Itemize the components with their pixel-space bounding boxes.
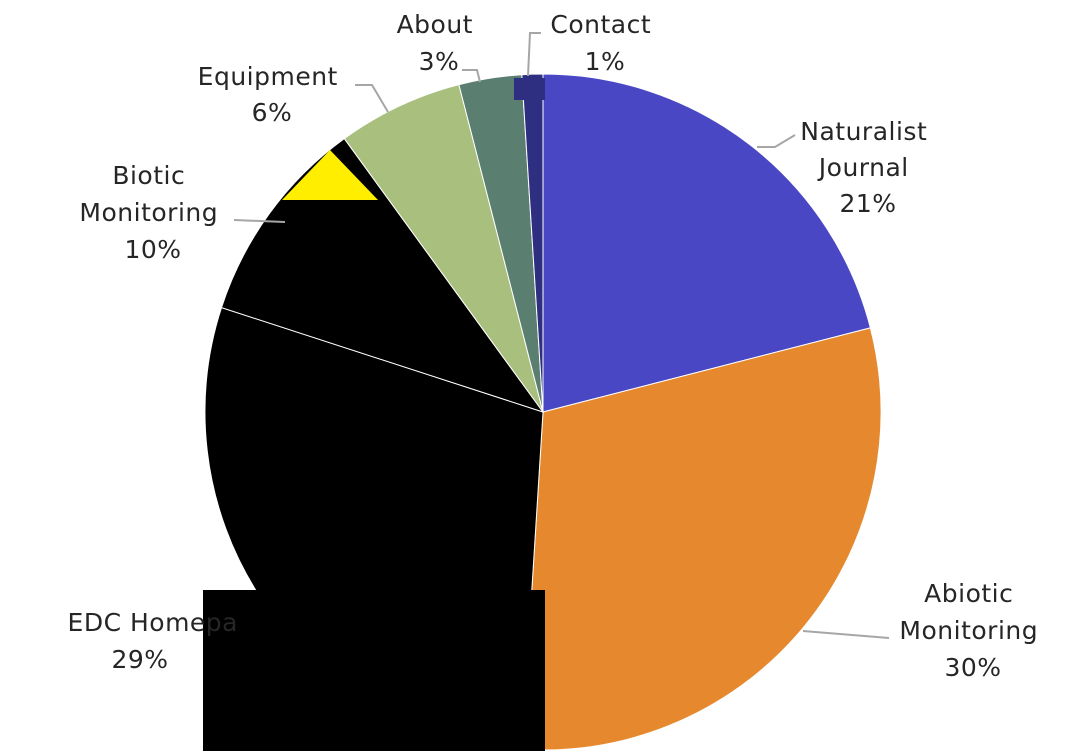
label-naturalist-journal-line2: Journal <box>817 153 909 182</box>
leader-about <box>462 69 481 83</box>
label-edc-homepage-line1: EDC Homepa <box>68 608 238 637</box>
label-contact-line1: Contact <box>550 10 651 39</box>
label-abiotic-monitoring-pct: 30% <box>944 653 1001 682</box>
label-biotic-monitoring-line2: Monitoring <box>79 198 218 227</box>
label-equipment: Equipment 6% <box>198 62 347 127</box>
label-about-line1: About <box>397 10 473 39</box>
label-contact-pct: 1% <box>585 47 626 76</box>
contact-strip <box>514 78 545 100</box>
label-about-pct: 3% <box>419 47 460 76</box>
label-contact: Contact 1% <box>550 10 659 76</box>
label-naturalist-journal: Naturalist Journal 21% <box>800 117 935 218</box>
leader-equipment <box>355 84 389 113</box>
leader-abiotic-monitoring <box>802 630 890 639</box>
label-biotic-monitoring-line1: Biotic <box>112 161 185 190</box>
pie-slices <box>204 73 882 751</box>
pie-accents <box>203 78 545 751</box>
label-edc-homepage-pct: 29% <box>111 645 168 674</box>
label-biotic-monitoring: Biotic Monitoring 10% <box>79 161 226 264</box>
label-naturalist-journal-line1: Naturalist <box>800 117 927 146</box>
pie-slice-biotic-monitoring <box>220 137 545 413</box>
biotic-highlight <box>282 150 378 200</box>
label-naturalist-journal-pct: 21% <box>839 189 896 218</box>
label-abiotic-monitoring-line1: Abiotic <box>924 579 1013 608</box>
leader-naturalist-journal <box>757 134 796 148</box>
label-equipment-pct: 6% <box>252 98 293 127</box>
leader-contact <box>527 32 541 77</box>
label-edc-homepage: EDC Homepa 29% <box>68 608 247 674</box>
pie-slice-abiotic-monitoring <box>521 327 882 751</box>
label-abiotic-monitoring-line2: Monitoring <box>899 616 1038 645</box>
label-biotic-monitoring-pct: 10% <box>124 235 181 264</box>
homepage-block-left <box>203 590 545 751</box>
label-about: About 3% <box>397 10 482 76</box>
pie-slice-equipment <box>343 83 544 413</box>
label-abiotic-monitoring: Abiotic Monitoring 30% <box>899 579 1046 682</box>
pie-slice-contact <box>521 73 544 413</box>
label-equipment-line1: Equipment <box>198 62 338 91</box>
leader-biotic-monitoring <box>233 219 286 223</box>
pie-slice-naturalist-journal <box>542 73 872 413</box>
